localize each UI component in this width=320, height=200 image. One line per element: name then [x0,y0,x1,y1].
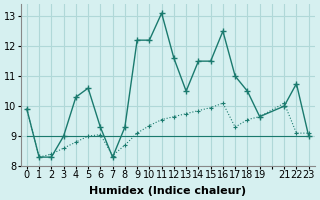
X-axis label: Humidex (Indice chaleur): Humidex (Indice chaleur) [89,186,246,196]
